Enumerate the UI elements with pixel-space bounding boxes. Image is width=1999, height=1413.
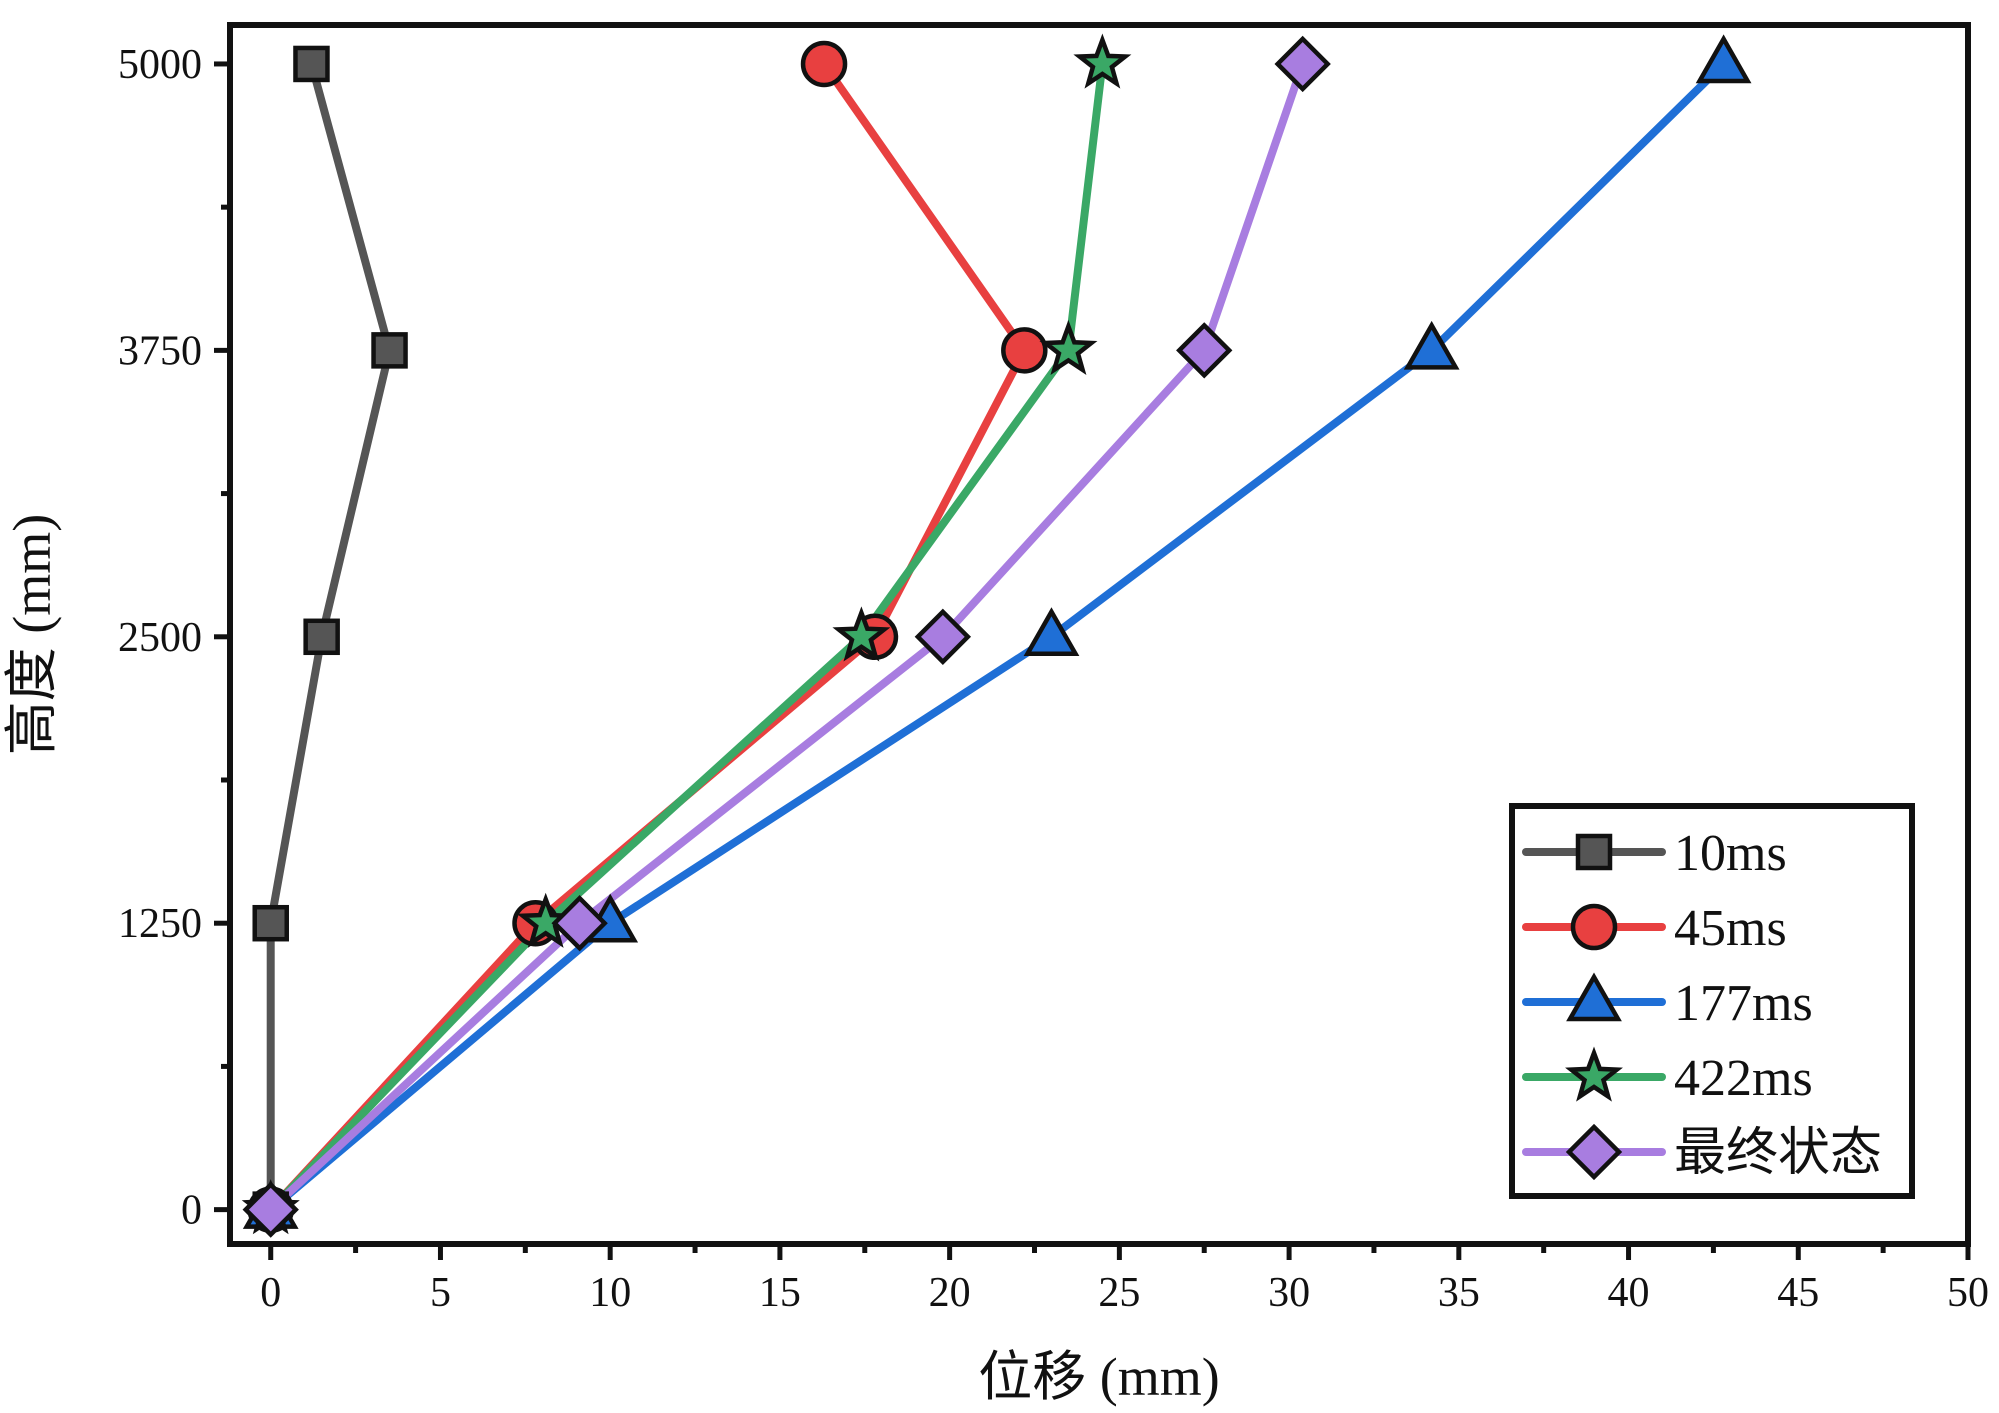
data-point-177ms	[1695, 34, 1752, 84]
y-tick-label: 5000	[118, 42, 202, 88]
data-point-10ms	[303, 618, 340, 656]
x-tick-label: 40	[1608, 1270, 1650, 1316]
plot-frame	[227, 22, 1971, 1247]
legend-marker-10ms	[1575, 833, 1613, 871]
legend-marker-45ms	[1570, 903, 1618, 951]
x-tick-label: 30	[1268, 1270, 1310, 1316]
legend-label-final-state: 最终状态	[1674, 1125, 1882, 1182]
data-point-final-state	[242, 1181, 299, 1238]
data-point-422ms	[832, 606, 891, 662]
x-tick-label: 20	[929, 1270, 971, 1316]
x-tick-label: 35	[1438, 1270, 1480, 1316]
x-tick-label: 0	[260, 1270, 281, 1316]
legend-label-45ms: 45ms	[1674, 900, 1787, 957]
data-point-422ms	[1039, 319, 1098, 376]
data-point-45ms	[1001, 327, 1048, 374]
data-point-final-state	[551, 895, 608, 952]
x-tick-label: 25	[1098, 1270, 1140, 1316]
legend-marker-422ms	[1565, 1046, 1623, 1102]
data-point-10ms	[371, 332, 408, 369]
data-point-422ms	[1073, 33, 1132, 89]
legend-label-422ms: 422ms	[1674, 1050, 1813, 1107]
data-point-final-state	[1274, 35, 1331, 93]
x-axis-title: 位移 (mm)	[978, 1347, 1219, 1407]
legend: 10ms 45ms 177ms 422ms 最终状态	[1509, 803, 1915, 1199]
y-tick-label: 1250	[118, 901, 202, 947]
data-point-10ms	[293, 45, 330, 83]
data-point-10ms	[252, 904, 289, 942]
legend-label-177ms: 177ms	[1674, 975, 1813, 1032]
x-tick-label: 45	[1777, 1270, 1819, 1316]
data-point-177ms	[1023, 607, 1080, 657]
x-tick-label: 10	[589, 1270, 631, 1316]
data-point-45ms	[800, 40, 848, 88]
legend-marker-177ms	[1566, 972, 1622, 1022]
data-point-final-state	[1176, 322, 1233, 379]
x-tick-label: 5	[430, 1270, 451, 1316]
x-tick-label: 50	[1947, 1270, 1989, 1316]
series-layer	[241, 33, 1752, 1238]
y-axis-title: 高度 (mm)	[2, 514, 62, 755]
legend-marker-final-state	[1565, 1123, 1623, 1181]
data-point-177ms	[1403, 320, 1460, 370]
x-tick-label: 15	[759, 1270, 801, 1316]
y-tick-label: 0	[181, 1188, 202, 1234]
data-point-final-state	[914, 608, 972, 665]
y-tick-label: 2500	[118, 615, 202, 661]
legend-label-10ms: 10ms	[1674, 825, 1787, 882]
y-tick-label: 3750	[118, 328, 202, 374]
